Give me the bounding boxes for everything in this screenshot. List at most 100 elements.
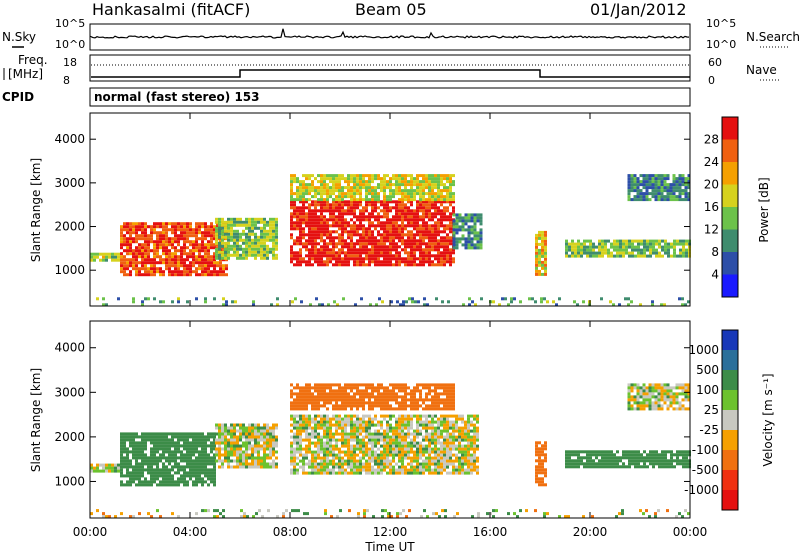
range-cell [198, 255, 201, 259]
range-cell [413, 245, 416, 249]
range-cell [174, 432, 177, 436]
range-cell [135, 258, 138, 262]
range-cell [440, 435, 443, 439]
range-cell [365, 189, 368, 193]
range-cell [144, 435, 147, 439]
range-cell [168, 450, 171, 454]
range-cell [221, 232, 224, 236]
range-cell [338, 447, 341, 451]
range-cell [189, 474, 192, 478]
range-cell [434, 224, 437, 228]
range-cell [347, 453, 350, 457]
range-cell [425, 215, 428, 219]
range-cell [627, 180, 631, 184]
range-cell [248, 232, 251, 236]
power-colorbar-tick: 28 [704, 133, 719, 147]
range-cell [425, 212, 428, 216]
range-cell [681, 180, 685, 184]
range-cell [473, 456, 476, 460]
range-cell [416, 177, 419, 181]
range-cell [308, 215, 311, 219]
range-cell [290, 468, 293, 472]
range-cell [356, 465, 359, 469]
range-cell [402, 303, 405, 307]
range-cell [425, 183, 428, 187]
range-cell [410, 471, 413, 475]
range-cell [227, 229, 230, 233]
range-cell [102, 303, 105, 307]
range-cell [123, 447, 126, 451]
range-cell [227, 256, 230, 260]
range-cell [362, 218, 365, 222]
range-cell [682, 254, 685, 258]
range-cell [467, 213, 471, 217]
range-cell [314, 254, 317, 258]
range-cell [132, 432, 135, 436]
range-cell [410, 447, 413, 451]
range-cell [272, 247, 275, 251]
range-cell [679, 239, 682, 243]
range-cell [413, 453, 416, 457]
range-cell [666, 186, 670, 190]
range-cell [326, 200, 329, 204]
range-cell [123, 474, 126, 478]
range-cell [296, 429, 299, 433]
range-cell [675, 198, 679, 202]
range-cell [540, 297, 543, 301]
range-cell [218, 223, 221, 227]
range-cell [443, 242, 446, 246]
range-cell [230, 238, 233, 242]
freq-tick-low: 8 [63, 74, 70, 87]
range-cell [257, 226, 260, 230]
range-cell [341, 221, 344, 225]
range-cell [335, 456, 338, 460]
range-cell [338, 242, 341, 246]
range-cell [446, 215, 449, 219]
range-cell [174, 459, 177, 463]
range-cell [207, 225, 210, 229]
range-cell [320, 233, 323, 237]
range-cell [117, 466, 120, 470]
range-cell [239, 247, 242, 251]
range-cell [681, 192, 685, 196]
range-cell [616, 248, 619, 252]
range-cell [183, 267, 186, 271]
range-cell [207, 432, 210, 436]
range-cell [317, 230, 320, 234]
range-cell [207, 444, 210, 448]
range-cell [222, 273, 225, 277]
range-cell [293, 465, 296, 469]
range-cell [320, 177, 323, 181]
range-cell [332, 189, 335, 193]
range-cell [359, 221, 362, 225]
range-cell [269, 432, 272, 436]
range-cell [99, 252, 102, 256]
range-cell [126, 453, 129, 457]
range-cell [168, 249, 171, 253]
range-cell [239, 435, 242, 439]
range-cell [461, 435, 464, 439]
range-cell [645, 183, 649, 187]
range-cell [407, 426, 410, 430]
range-cell [198, 477, 201, 481]
range-cell [314, 251, 317, 255]
range-cell [389, 417, 392, 421]
range-cell [305, 263, 308, 267]
range-cell [410, 417, 413, 421]
range-cell [625, 245, 628, 249]
range-cell [222, 249, 225, 253]
range-cell [359, 251, 362, 255]
range-cell [290, 186, 293, 190]
range-cell [222, 303, 225, 307]
range-cell [221, 435, 224, 439]
range-cell [360, 297, 363, 301]
range-cell [359, 426, 362, 430]
range-cell [135, 267, 138, 271]
range-cell [171, 450, 174, 454]
range-cell [404, 233, 407, 237]
range-cell [434, 174, 437, 178]
range-cell [461, 237, 465, 241]
range-cell [622, 254, 625, 258]
range-cell [407, 444, 410, 448]
